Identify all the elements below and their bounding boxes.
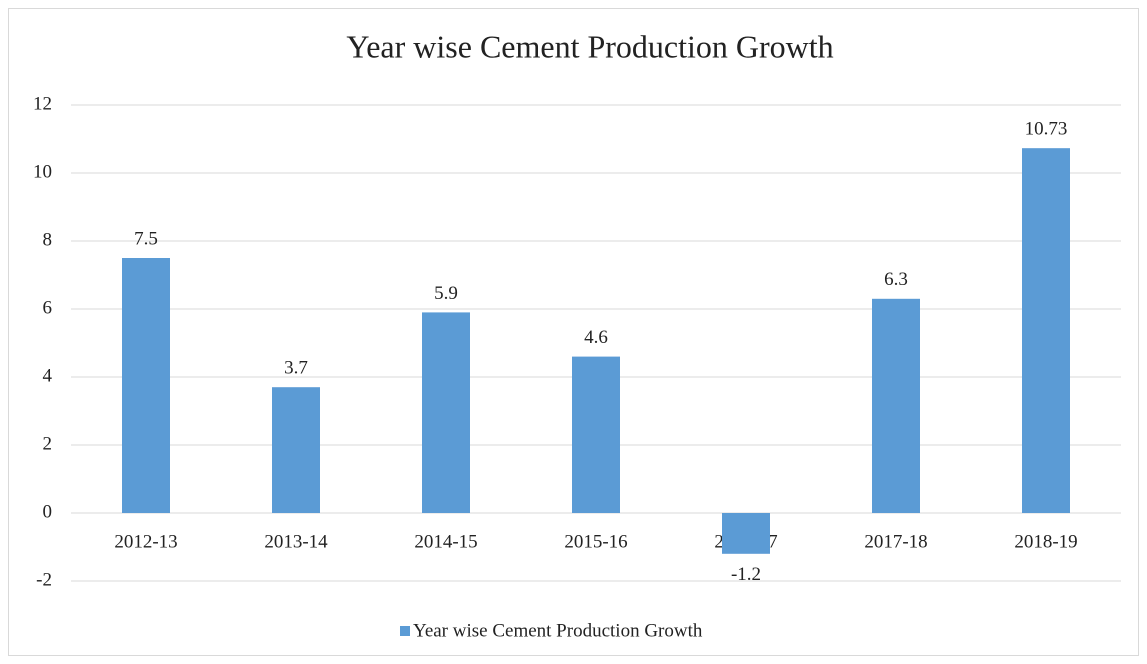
x-tick-label: 2018-19 (1014, 531, 1077, 552)
legend-label: Year wise Cement Production Growth (413, 620, 703, 641)
y-tick-label: 4 (43, 365, 53, 386)
x-tick-label: 2013-14 (264, 531, 328, 552)
data-label: 6.3 (884, 269, 908, 290)
data-label: 10.73 (1025, 119, 1068, 140)
bar (722, 513, 770, 554)
bar (872, 298, 920, 513)
y-tick-label: 6 (43, 297, 53, 318)
x-tick-label: 2017-18 (864, 531, 927, 552)
data-label: -1.2 (731, 564, 761, 585)
chart-border (8, 8, 1139, 656)
y-tick-label: 0 (43, 501, 53, 522)
y-tick-label: 12 (33, 93, 52, 114)
bar (422, 312, 470, 513)
y-tick-label: -2 (36, 569, 52, 590)
data-label: 4.6 (584, 327, 608, 348)
data-label: 3.7 (284, 358, 308, 379)
bar (272, 387, 320, 513)
x-tick-label: 2015-16 (564, 531, 627, 552)
data-label: 7.5 (134, 228, 158, 249)
bar (122, 258, 170, 513)
y-tick-label: 8 (43, 229, 53, 250)
y-tick-label: 2 (43, 433, 53, 454)
legend-swatch (400, 626, 410, 636)
x-tick-label: 2014-15 (414, 531, 477, 552)
y-tick-label: 10 (33, 161, 52, 182)
x-tick-label: 2012-13 (114, 531, 177, 552)
bar (1022, 148, 1070, 513)
chart-title: Year wise Cement Production Growth (346, 28, 833, 64)
data-label: 5.9 (434, 283, 458, 304)
bar (572, 356, 620, 513)
